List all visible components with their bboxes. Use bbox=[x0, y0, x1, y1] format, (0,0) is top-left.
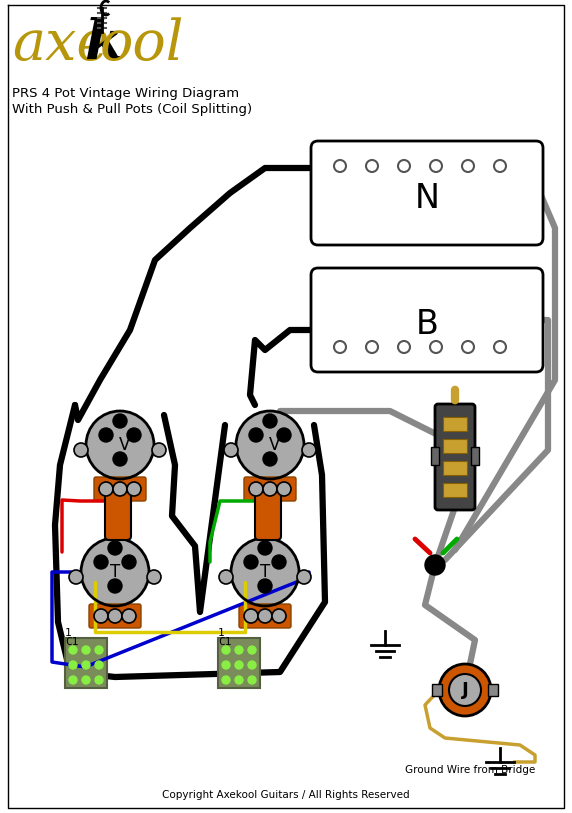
Circle shape bbox=[244, 609, 258, 623]
Text: V: V bbox=[120, 436, 130, 454]
Circle shape bbox=[277, 428, 291, 442]
Circle shape bbox=[258, 609, 272, 623]
Text: 1: 1 bbox=[65, 628, 72, 638]
FancyBboxPatch shape bbox=[244, 477, 296, 501]
Text: PRS 4 Pot Vintage Wiring Diagram: PRS 4 Pot Vintage Wiring Diagram bbox=[12, 87, 239, 100]
FancyBboxPatch shape bbox=[105, 492, 131, 540]
Circle shape bbox=[297, 570, 311, 584]
Circle shape bbox=[439, 664, 491, 716]
Circle shape bbox=[82, 646, 90, 654]
Circle shape bbox=[147, 570, 161, 584]
Circle shape bbox=[69, 676, 77, 684]
Circle shape bbox=[81, 538, 149, 606]
Circle shape bbox=[249, 428, 263, 442]
Bar bbox=[443, 439, 467, 453]
Bar bbox=[431, 447, 439, 465]
Circle shape bbox=[272, 555, 286, 569]
Text: Ground Wire from Bridge: Ground Wire from Bridge bbox=[405, 765, 535, 775]
Circle shape bbox=[219, 570, 233, 584]
Circle shape bbox=[74, 443, 88, 457]
Circle shape bbox=[127, 482, 141, 496]
FancyBboxPatch shape bbox=[311, 141, 543, 245]
Circle shape bbox=[99, 428, 113, 442]
Circle shape bbox=[108, 609, 122, 623]
Bar bbox=[218, 638, 260, 688]
Text: J: J bbox=[462, 681, 468, 699]
Circle shape bbox=[277, 482, 291, 496]
Circle shape bbox=[94, 609, 108, 623]
Bar bbox=[443, 461, 467, 475]
Circle shape bbox=[69, 661, 77, 669]
Text: With Push & Pull Pots (Coil Splitting): With Push & Pull Pots (Coil Splitting) bbox=[12, 103, 252, 116]
Circle shape bbox=[222, 676, 230, 684]
Circle shape bbox=[302, 443, 316, 457]
Circle shape bbox=[263, 452, 277, 466]
Text: V: V bbox=[269, 436, 281, 454]
Circle shape bbox=[258, 541, 272, 555]
Text: ool: ool bbox=[100, 17, 185, 72]
Circle shape bbox=[113, 452, 127, 466]
Circle shape bbox=[263, 482, 277, 496]
Circle shape bbox=[235, 661, 243, 669]
Circle shape bbox=[248, 676, 256, 684]
Bar bbox=[488, 684, 498, 696]
Circle shape bbox=[95, 646, 103, 654]
Circle shape bbox=[224, 443, 238, 457]
Circle shape bbox=[235, 676, 243, 684]
Text: C1: C1 bbox=[65, 637, 78, 647]
FancyBboxPatch shape bbox=[89, 604, 141, 628]
Circle shape bbox=[122, 609, 136, 623]
Circle shape bbox=[222, 646, 230, 654]
FancyBboxPatch shape bbox=[311, 268, 543, 372]
Text: axe: axe bbox=[12, 17, 109, 72]
Circle shape bbox=[231, 538, 299, 606]
Circle shape bbox=[263, 414, 277, 428]
Circle shape bbox=[272, 609, 286, 623]
FancyBboxPatch shape bbox=[255, 492, 281, 540]
Circle shape bbox=[248, 661, 256, 669]
Bar bbox=[432, 684, 442, 696]
Bar bbox=[443, 417, 467, 431]
FancyBboxPatch shape bbox=[239, 604, 291, 628]
Circle shape bbox=[152, 443, 166, 457]
Circle shape bbox=[82, 661, 90, 669]
Circle shape bbox=[244, 555, 258, 569]
Circle shape bbox=[449, 674, 481, 706]
Bar bbox=[443, 483, 467, 497]
Circle shape bbox=[425, 555, 445, 575]
Circle shape bbox=[258, 579, 272, 593]
FancyBboxPatch shape bbox=[435, 404, 475, 510]
Circle shape bbox=[236, 411, 304, 479]
Circle shape bbox=[69, 570, 83, 584]
Circle shape bbox=[127, 428, 141, 442]
Circle shape bbox=[113, 482, 127, 496]
Bar bbox=[471, 447, 479, 465]
Text: 1: 1 bbox=[218, 628, 225, 638]
Circle shape bbox=[248, 646, 256, 654]
FancyBboxPatch shape bbox=[94, 477, 146, 501]
Circle shape bbox=[113, 414, 127, 428]
Bar bbox=[65, 638, 107, 688]
Circle shape bbox=[249, 482, 263, 496]
Text: N: N bbox=[415, 181, 439, 215]
Circle shape bbox=[95, 661, 103, 669]
Circle shape bbox=[108, 579, 122, 593]
Circle shape bbox=[122, 555, 136, 569]
Circle shape bbox=[86, 411, 154, 479]
Circle shape bbox=[95, 676, 103, 684]
Text: B: B bbox=[416, 308, 438, 341]
Text: T: T bbox=[260, 563, 270, 581]
Circle shape bbox=[94, 555, 108, 569]
Circle shape bbox=[82, 676, 90, 684]
Text: C1: C1 bbox=[218, 637, 232, 647]
Text: k: k bbox=[84, 17, 122, 72]
Text: Copyright Axekool Guitars / All Rights Reserved: Copyright Axekool Guitars / All Rights R… bbox=[162, 790, 410, 800]
Circle shape bbox=[222, 661, 230, 669]
Circle shape bbox=[99, 482, 113, 496]
Circle shape bbox=[69, 646, 77, 654]
Text: T: T bbox=[110, 563, 120, 581]
Circle shape bbox=[235, 646, 243, 654]
Circle shape bbox=[108, 541, 122, 555]
